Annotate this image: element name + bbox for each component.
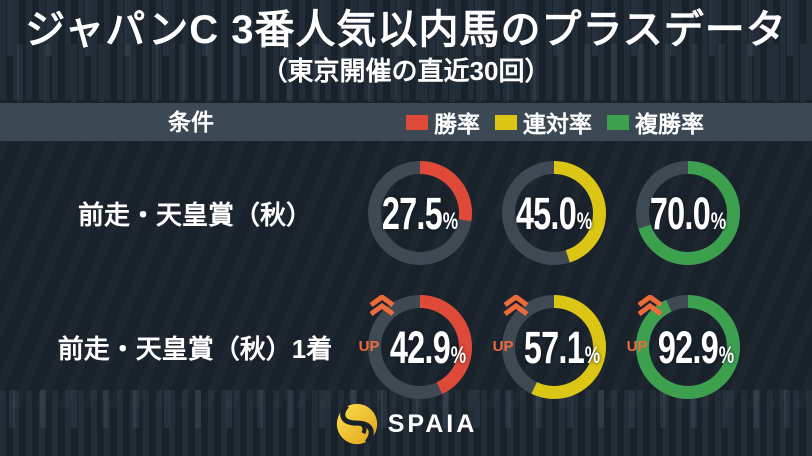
header-band: 条件 勝率 連対率 複勝率 <box>0 103 812 141</box>
donut-value: UP 42.9% <box>359 295 472 399</box>
donut-show-rate: 70.0% <box>636 161 740 265</box>
legend-label: 勝率 <box>434 111 480 137</box>
row-label: 前走・天皇賞（秋）1着 <box>57 333 333 364</box>
page-subtitle: （東京開催の直近30回） <box>261 56 551 86</box>
donut-win-rate: UP 42.9% <box>359 295 472 399</box>
footer: SPAIA <box>0 402 812 446</box>
legend-swatch-win-rate <box>406 114 428 130</box>
legend-label: 複勝率 <box>635 111 704 137</box>
donut-value: 70.0% <box>649 187 727 239</box>
legend-item-quinella-rate: 連対率 <box>495 105 592 139</box>
header: ジャパンC 3番人気以内馬のプラスデータ （東京開催の直近30回） <box>0 0 812 87</box>
spaia-logo-icon <box>335 402 379 446</box>
donut-value: UP 57.1% <box>493 295 606 399</box>
donut-win-rate: 27.5% <box>368 161 472 265</box>
spaia-logo-text: SPAIA <box>387 409 478 438</box>
legend-item-show-rate: 複勝率 <box>607 105 704 139</box>
up-arrow-icon: UP <box>627 295 663 354</box>
legend-label: 連対率 <box>523 111 592 137</box>
donut-value: 45.0% <box>515 187 593 239</box>
donut-value: UP 92.9% <box>627 295 740 399</box>
data-row-tenno-sho-winner: 前走・天皇賞（秋）1着 UP 42.9% UP <box>0 295 812 399</box>
up-arrow-icon: UP <box>359 295 395 354</box>
legend-swatch-quinella-rate <box>495 114 517 130</box>
donut-show-rate: UP 92.9% <box>627 295 740 399</box>
page-title: ジャパンC 3番人気以内馬のプラスデータ <box>25 8 787 52</box>
legend-swatch-show-rate <box>607 114 629 130</box>
donut-quinella-rate: UP 57.1% <box>493 295 606 399</box>
data-row-tenno-sho: 前走・天皇賞（秋） 27.5% 45.0% 70.0% <box>0 161 812 265</box>
donut-quinella-rate: 45.0% <box>502 161 606 265</box>
legend-item-win-rate: 勝率 <box>406 105 480 139</box>
row-label: 前走・天皇賞（秋） <box>77 199 312 230</box>
legend: 勝率 連対率 複勝率 <box>406 103 704 141</box>
donut-value: 27.5% <box>381 187 459 239</box>
up-arrow-icon: UP <box>493 295 529 354</box>
donut-cells: UP 42.9% UP 57.1% <box>359 295 740 399</box>
donut-cells: 27.5% 45.0% 70.0% <box>368 161 740 265</box>
condition-column-header: 条件 <box>168 109 214 135</box>
